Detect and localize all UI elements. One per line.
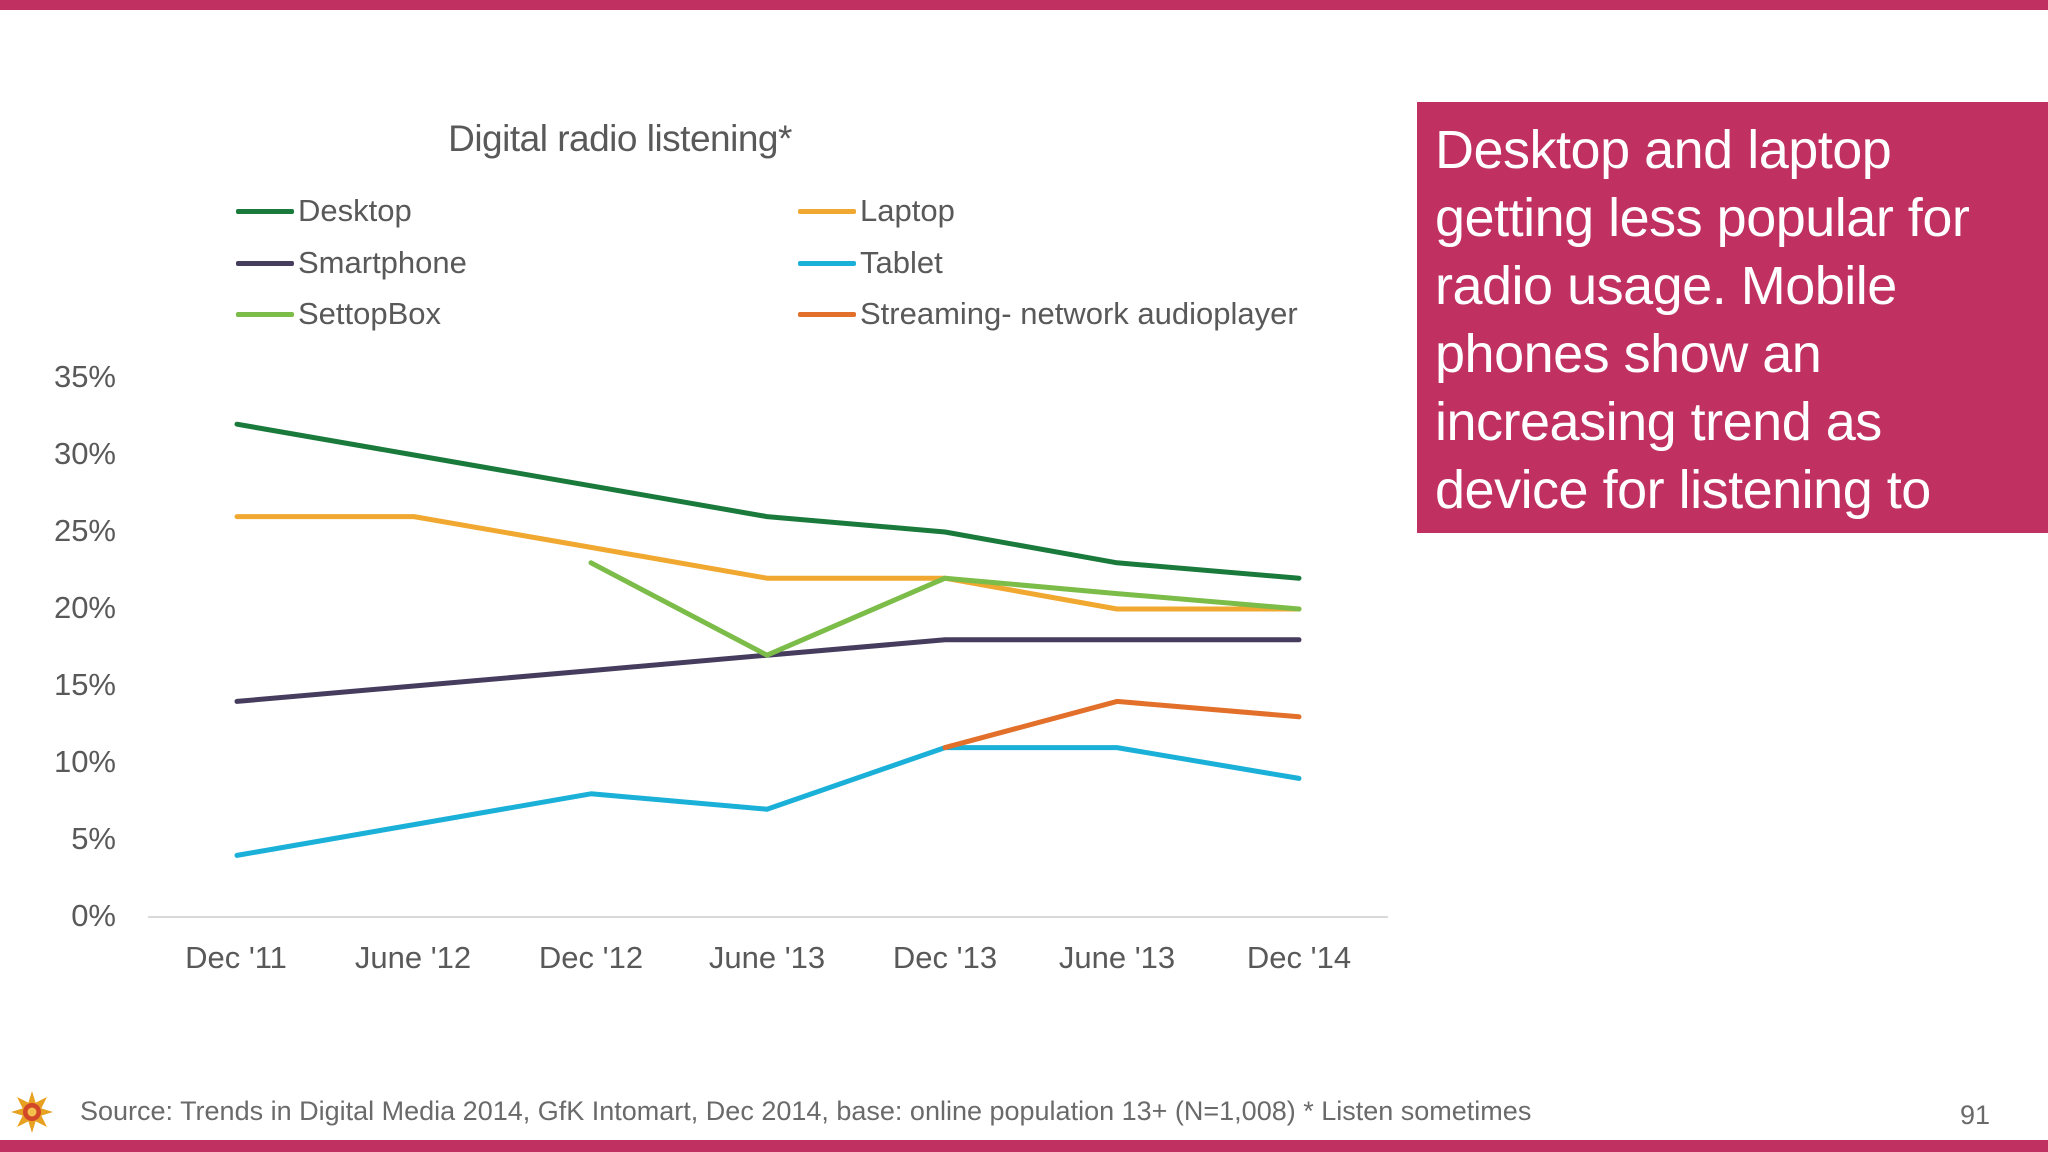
sun-logo-icon — [11, 1091, 53, 1133]
legend-item-streaming: Streaming- network audioplayer — [798, 294, 1298, 334]
y-tick-label: 0% — [71, 898, 116, 933]
callout-text: Desktop and laptop getting less popular … — [1435, 120, 1970, 588]
y-tick-label: 20% — [53, 590, 116, 625]
legend-swatch-settopbox — [236, 311, 294, 317]
series-line-streaming-network-audioplayer — [942, 698, 1302, 751]
y-tick-label: 25% — [53, 513, 116, 548]
page-number: 91 — [1959, 1100, 1990, 1130]
legend-swatch-desktop — [236, 208, 294, 214]
legend-label-streaming: Streaming- network audioplayer — [860, 296, 1298, 331]
legend-item-settopbox: SettopBox — [236, 294, 441, 334]
legend-label-settopbox: SettopBox — [298, 296, 442, 331]
legend-swatch-tablet — [798, 260, 856, 266]
x-tick-label: Dec '14 — [1246, 940, 1352, 975]
y-tick-label: 30% — [53, 436, 116, 471]
series-line-desktop — [234, 421, 1302, 581]
callout-box: Desktop and laptop getting less popular … — [1417, 102, 2048, 588]
legend-label-desktop: Desktop — [298, 193, 412, 228]
y-tick-label: 5% — [71, 821, 116, 856]
series-line-settopbox — [588, 560, 1302, 658]
source-note: Source: Trends in Digital Media 2014, Gf… — [80, 1096, 1532, 1126]
x-tick-label: Dec '13 — [892, 940, 998, 975]
series-line-laptop — [234, 514, 1302, 612]
y-tick-label: 15% — [53, 667, 116, 702]
bottom-accent-bar — [0, 1140, 2048, 1152]
legend-label-laptop: Laptop — [860, 193, 955, 228]
legend-label-tablet: Tablet — [860, 245, 943, 280]
legend-item-smartphone: Smartphone — [236, 243, 467, 283]
y-tick-label: 35% — [53, 359, 116, 394]
legend-swatch-laptop — [798, 208, 856, 214]
series-line-smartphone — [234, 637, 1302, 704]
y-tick-label: 10% — [53, 744, 116, 779]
legend-swatch-smartphone — [236, 260, 294, 266]
legend-item-laptop: Laptop — [798, 191, 955, 231]
x-tick-label: June '13 — [708, 940, 826, 975]
x-tick-label: Dec '12 — [538, 940, 644, 975]
legend-item-desktop: Desktop — [236, 191, 412, 231]
legend-swatch-streaming — [798, 311, 856, 317]
top-accent-bar — [0, 0, 2048, 10]
series-line-tablet — [234, 745, 1302, 858]
legend-label-smartphone: Smartphone — [298, 245, 467, 280]
x-tick-label: June '13 — [1058, 940, 1176, 975]
chart-title: Digital radio listening* — [448, 118, 792, 159]
legend-item-tablet: Tablet — [798, 243, 943, 283]
x-tick-label: June '12 — [354, 940, 472, 975]
x-tick-label: Dec '11 — [185, 940, 287, 975]
